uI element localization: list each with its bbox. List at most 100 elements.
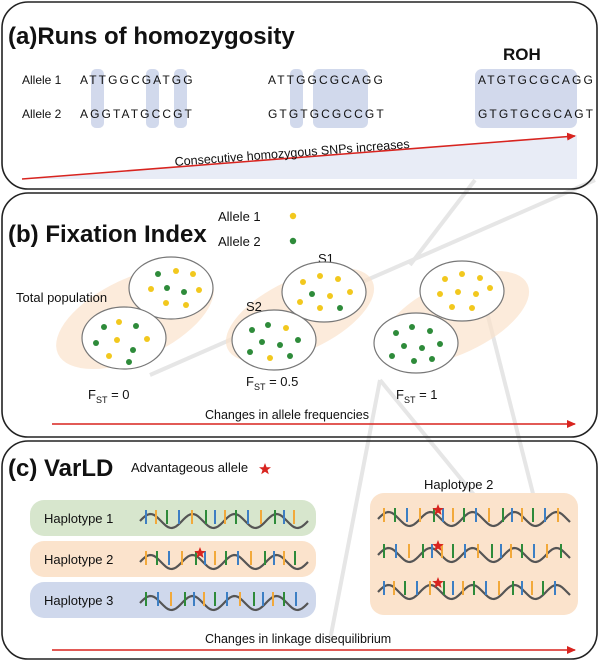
allele-dot	[297, 299, 303, 305]
fst-label-0: FST = 0	[88, 387, 130, 405]
allele-dot	[283, 325, 289, 331]
haplotype-label-3: Haplotype 3	[44, 593, 113, 608]
highlight-box	[290, 69, 303, 128]
allele-dot	[163, 300, 169, 306]
allele-dot	[93, 340, 99, 346]
ld-arrow-caption: Changes in linkage disequilibrium	[205, 632, 391, 646]
homozygous-highlights	[91, 69, 577, 128]
legend-allele1-label: Allele 1	[218, 209, 261, 224]
star-icon	[432, 577, 444, 588]
allele-dot	[126, 359, 132, 365]
allele-dot	[337, 305, 343, 311]
total-population-label: Total population	[16, 290, 107, 305]
seq-g2-a1: ATTGGCGCAGG	[268, 73, 385, 87]
population-circle	[231, 309, 317, 371]
allele-dot	[427, 328, 433, 334]
legend-allele1-dot	[289, 212, 297, 220]
population-circle	[281, 261, 367, 323]
allele-dot	[277, 342, 283, 348]
allele-dot	[487, 285, 493, 291]
allele-dot	[389, 353, 395, 359]
population-circle	[81, 306, 167, 370]
fst-symbol: F	[396, 387, 404, 402]
legend-allele2-dot	[289, 237, 297, 245]
fst-label-1: FST = 1	[396, 387, 438, 405]
panel-fst-title: (b) Fixation Index	[8, 221, 207, 248]
allele-dot	[101, 324, 107, 330]
panel-varld-frame	[1, 440, 598, 660]
star-icon	[432, 504, 444, 515]
allele-dot	[335, 276, 341, 282]
allele2-label: Allele 2	[22, 107, 62, 121]
allele-dot	[455, 289, 461, 295]
fst-value: 0	[122, 387, 129, 402]
haplotype-strand	[139, 594, 309, 612]
allele-dot	[183, 302, 189, 308]
fst-label-05: FST = 0.5	[246, 374, 298, 392]
allele-dot	[469, 305, 475, 311]
fst-eq: =	[415, 387, 430, 402]
allele-dot	[148, 286, 154, 292]
panel-roh: (a)Runs of homozygosity ROH Allele 1 All…	[1, 1, 598, 190]
allele-dot	[419, 345, 425, 351]
haplotype-row-2	[30, 541, 316, 577]
panel-varld: (c) VarLD Advantageous allele Haplotype …	[1, 440, 598, 660]
seq-g3-a1: ATGTGCGCAGG	[478, 73, 595, 87]
panel-fst: (b) Fixation Index Allele 1 Allele 2 Tot…	[1, 192, 598, 438]
highlight-box	[313, 69, 368, 128]
haplotype-label-2: Haplotype 2	[44, 552, 113, 567]
panel-roh-frame	[1, 1, 598, 190]
fst-sub: ST	[404, 395, 416, 405]
allele-dot	[309, 291, 315, 297]
star-icon	[432, 540, 444, 551]
allele-dot	[133, 323, 139, 329]
allele-dot	[155, 271, 161, 277]
population-fst05: S1 S2	[231, 251, 367, 371]
allele-dot	[442, 276, 448, 282]
allele-dot	[347, 289, 353, 295]
allele-dot	[196, 287, 202, 293]
population-circle	[419, 260, 505, 322]
haplotype-strands	[139, 504, 571, 612]
allele-dot	[287, 353, 293, 359]
star-icon	[194, 547, 206, 558]
fst-sub: ST	[254, 382, 266, 392]
allele-dot	[437, 291, 443, 297]
highlight-box	[174, 69, 187, 128]
allele-dot	[130, 347, 136, 353]
s2-label: S2	[246, 299, 262, 314]
allele-dot	[477, 275, 483, 281]
star-icon	[259, 463, 271, 475]
population-fst1	[373, 260, 505, 374]
haplotype2-block-label: Haplotype 2	[424, 477, 493, 492]
panel-fst-frame	[1, 192, 598, 438]
allele-dot	[459, 271, 465, 277]
fst-value: 0.5	[280, 374, 298, 389]
haplotype-row-3	[30, 582, 316, 618]
roh-label: ROH	[503, 45, 541, 64]
allele-dot	[393, 330, 399, 336]
highlight-box	[146, 69, 159, 128]
legend-allele2-label: Allele 2	[218, 234, 261, 249]
haplotype-strand	[377, 546, 571, 564]
allele-dot	[327, 293, 333, 299]
haplotype-row-1	[30, 500, 316, 536]
allele-dot	[249, 327, 255, 333]
allele-dot	[437, 341, 443, 347]
allele-dot	[259, 339, 265, 345]
seq-g1-a2: AGGTATGCCGT	[80, 107, 194, 121]
allele-dot	[265, 322, 271, 328]
allele-dot	[116, 319, 122, 325]
fst-sub: ST	[96, 395, 108, 405]
advantageous-allele-label: Advantageous allele	[131, 460, 248, 475]
allele-dot	[106, 353, 112, 359]
seq-g3-a2: GTGTGCGCAGT	[478, 107, 595, 121]
haplotype-strand	[377, 510, 571, 528]
allele-dot	[190, 271, 196, 277]
allele-dot	[401, 343, 407, 349]
fst-eq: =	[107, 387, 122, 402]
allele-dot	[411, 358, 417, 364]
population-circle	[373, 312, 459, 374]
allele-dot	[164, 285, 170, 291]
haplotype-label-1: Haplotype 1	[44, 511, 113, 526]
